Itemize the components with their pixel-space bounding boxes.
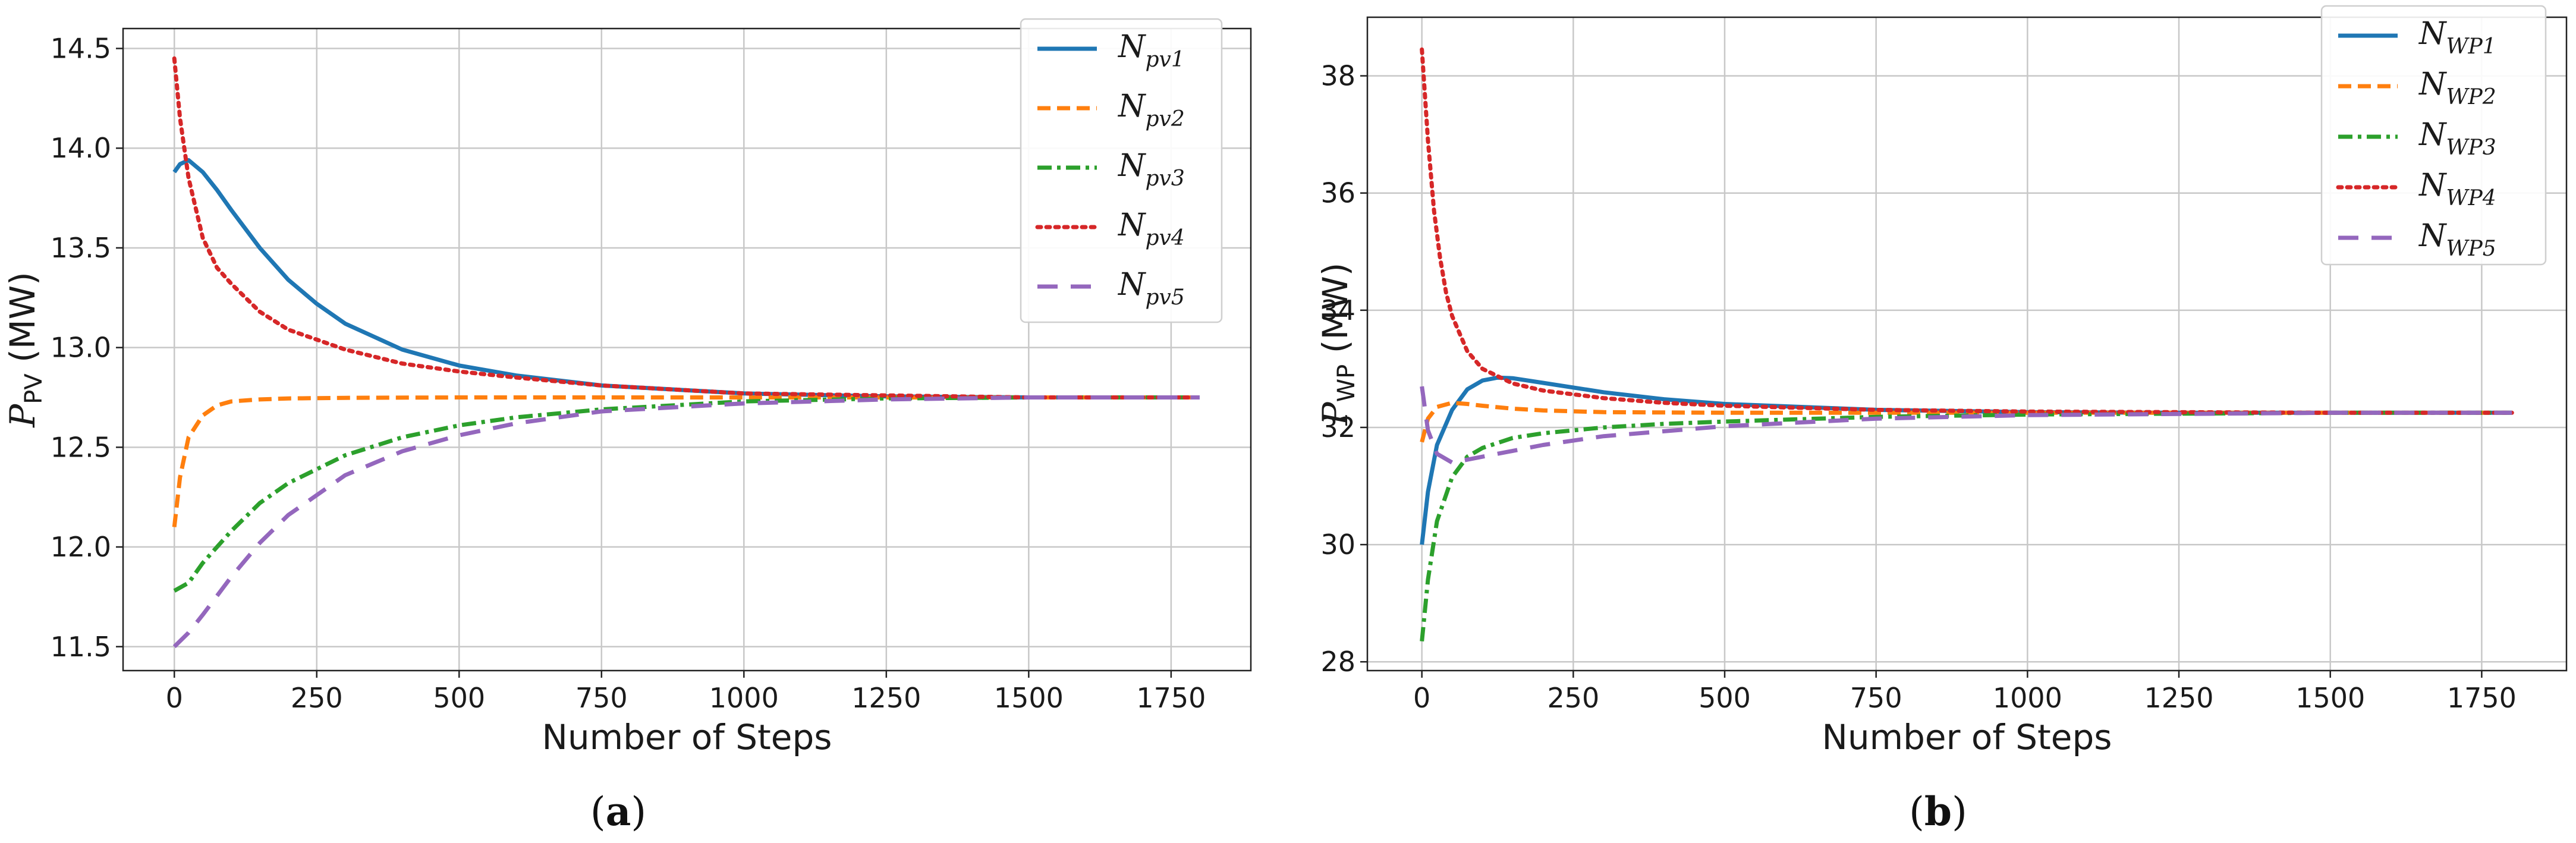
x-tick-label: 1500 — [2295, 682, 2365, 714]
x-tick-label: 1750 — [2447, 682, 2517, 714]
y-tick-label: 12.5 — [51, 431, 111, 463]
y-tick-label: 11.5 — [51, 631, 111, 663]
y-tick-label: 12.0 — [51, 531, 111, 563]
y-tick-label: 14.5 — [51, 33, 111, 65]
panel-caption: (a) — [590, 788, 646, 835]
caption-paren-open: ( — [1909, 789, 1924, 835]
y-axis-unit: (MW) — [1315, 263, 1355, 364]
x-tick-label: 1500 — [994, 682, 1064, 714]
series-line-wp3 — [1420, 410, 2512, 642]
legend-subscript: pv3 — [1146, 166, 1185, 191]
legend-subscript: WP4 — [2446, 186, 2496, 210]
legend-label-pv2: Npv2 — [1117, 89, 1185, 131]
legend-subscript: WP2 — [2446, 85, 2496, 109]
legend-subscript: WP5 — [2446, 237, 2496, 261]
series-line-wp4 — [1420, 47, 2514, 415]
legend-label-wp5: NWP5 — [2418, 218, 2496, 261]
legend-symbol: N — [1117, 29, 1146, 65]
x-tick-label: 1250 — [2144, 682, 2214, 714]
legend-symbol: N — [2418, 67, 2447, 102]
chart-panel-b: 0 250 500 750 1000 1250 1500 1750 28 30 32 34 36 38 Nu… — [1315, 5, 2568, 835]
legend-label-wp2: NWP2 — [2418, 67, 2496, 109]
legend-symbol: N — [2418, 117, 2447, 153]
caption-letter: a — [606, 788, 631, 835]
x-tick-label: 500 — [433, 682, 485, 714]
y-axis-unit: (MW) — [2, 272, 43, 373]
legend-label-pv5: Npv5 — [1117, 267, 1185, 310]
legend-symbol: N — [2418, 16, 2447, 52]
x-axis-label: Number of Steps — [1822, 717, 2112, 757]
y-axis-symbol: P — [1315, 401, 1355, 426]
y-tick-label: 30 — [1320, 529, 1355, 561]
x-tick-label: 750 — [575, 682, 628, 714]
caption-paren-close: ) — [1952, 789, 1967, 835]
caption-paren-close: ) — [631, 789, 646, 835]
x-tick-label: 1250 — [851, 682, 921, 714]
chart-panel-a: 0 250 500 750 1000 1250 1500 1750 11.5 12.0 12.5 13… — [2, 18, 1252, 835]
y-tick-label: 14.0 — [51, 132, 111, 164]
y-tick-label: 32 — [1320, 411, 1355, 443]
legend-box — [2320, 5, 2547, 266]
x-tick-label: 1750 — [1136, 682, 1206, 714]
legend-subscript: WP3 — [2446, 136, 2496, 160]
x-tick-label: 0 — [1413, 682, 1430, 714]
series-line-wp2 — [1420, 401, 2512, 443]
series-line-pv3 — [173, 395, 1200, 593]
y-axis-label: PWP (MW) — [1315, 263, 1360, 426]
y-tick-label: 38 — [1320, 60, 1355, 92]
caption-paren-open: ( — [590, 789, 606, 835]
legend-symbol: N — [1117, 148, 1146, 184]
legend-symbol: N — [1117, 267, 1146, 303]
legend-symbol: N — [2418, 168, 2447, 203]
x-axis-label: Number of Steps — [542, 717, 832, 757]
y-axis-symbol: P — [2, 404, 43, 428]
legend-symbol: N — [2418, 218, 2447, 254]
y-tick-label: 13.5 — [51, 232, 111, 264]
legend-label-pv4: Npv4 — [1117, 207, 1185, 250]
legend-label-pv1: Npv1 — [1117, 29, 1185, 72]
legend-subscript: WP1 — [2446, 34, 2496, 59]
x-tick-label: 250 — [1547, 682, 1599, 714]
legend-subscript: pv4 — [1146, 226, 1185, 250]
legend-label-wp1: NWP1 — [2418, 16, 2496, 59]
y-axis-subscript: WP — [1333, 364, 1360, 402]
series-line-pv5 — [172, 395, 1200, 649]
legend-symbol: N — [1117, 89, 1146, 124]
y-tick-label: 34 — [1320, 294, 1355, 326]
caption-letter: b — [1924, 788, 1952, 835]
x-tick-label: 0 — [166, 682, 183, 714]
x-tick-label: 750 — [1850, 682, 1902, 714]
x-tick-label: 250 — [291, 682, 343, 714]
x-tick-label: 500 — [1699, 682, 1751, 714]
y-tick-label: 36 — [1320, 177, 1355, 209]
panel-caption: (b) — [1909, 788, 1967, 835]
plot-frame — [122, 27, 1252, 672]
y-tick-label: 13.0 — [51, 332, 111, 364]
x-tick-label: 1000 — [1993, 682, 2062, 714]
plot-frame — [1366, 16, 2568, 672]
y-axis-label: PPV (MW) — [2, 272, 48, 428]
y-axis-subscript: PV — [20, 373, 48, 404]
x-tick-label: 1000 — [709, 682, 779, 714]
y-tick-label: 28 — [1320, 646, 1355, 678]
legend-label-wp3: NWP3 — [2418, 117, 2496, 160]
legend-symbol: N — [1117, 207, 1146, 243]
legend-subscript: pv1 — [1146, 48, 1185, 72]
series-line-pv4 — [172, 56, 1202, 400]
legend-subscript: pv5 — [1146, 285, 1185, 310]
series-line-wp5 — [1420, 386, 2512, 465]
legend-label-pv3: Npv3 — [1117, 148, 1185, 191]
series-line-wp1 — [1420, 375, 2512, 545]
legend-label-wp4: NWP4 — [2418, 168, 2496, 210]
legend-subscript: pv2 — [1146, 107, 1185, 131]
legend-box — [1020, 18, 1223, 323]
